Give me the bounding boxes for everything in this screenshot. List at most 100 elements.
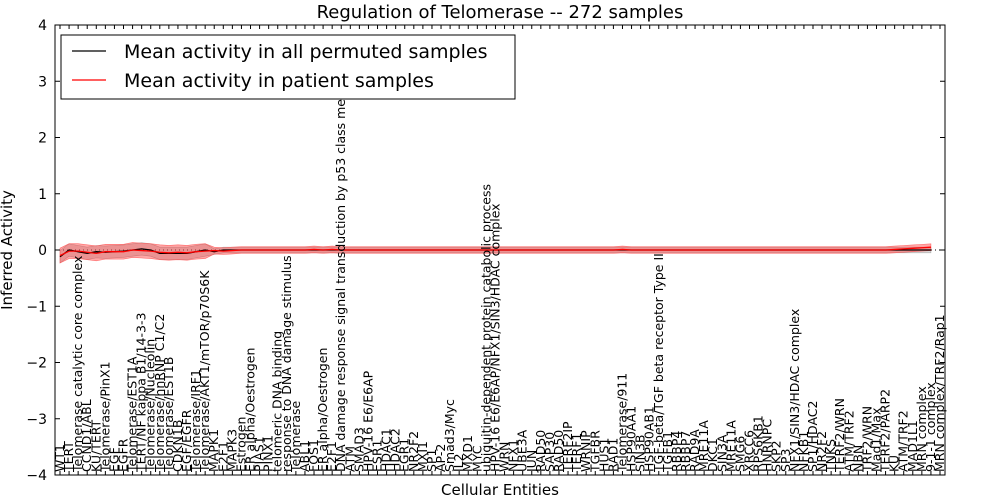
x-category-label: ABL1 <box>297 440 312 472</box>
x-category-label: PINX1 <box>261 435 276 472</box>
x-category-label: TERT <box>61 441 76 473</box>
x-category-label: SIN3B <box>633 435 648 473</box>
y-tick-label: 3 <box>38 74 47 90</box>
x-category-label: TERF2/PARP2 <box>878 389 893 473</box>
x-category-label: HUS1 <box>596 438 611 472</box>
series-band-permuted <box>59 242 932 264</box>
x-category-label: ATM <box>342 446 357 472</box>
x-category-label: SP1 <box>424 449 439 472</box>
x-category-label: HSP90AB1 <box>642 406 657 472</box>
x-category-label: HDAC2 <box>388 428 403 472</box>
x-category-label: SMG6 <box>732 436 747 472</box>
x-category-label: Telomerase/EST1B <box>161 357 176 473</box>
x-category-label: EGR1 <box>397 438 412 472</box>
x-category-label: Telomerase/911 <box>614 373 629 473</box>
x-category-label: ATM/TRF2 <box>841 410 856 472</box>
x-category-label: ER alpha/Oestrogen <box>243 348 258 472</box>
legend-label-permuted: Mean activity in all permuted samples <box>124 41 487 63</box>
x-category-label: NFKB1 <box>796 431 811 472</box>
x-category-label: MAPK1 <box>206 429 221 472</box>
y-tick-label: 0 <box>38 243 47 259</box>
legend-label-patient: Mean activity in patient samples <box>124 70 434 92</box>
x-category-label: CCND1/ABL <box>79 399 94 472</box>
x-category-label: E2F1 <box>215 441 230 472</box>
x-category-label: Telomerase/IRF1 <box>188 369 203 473</box>
x-category-label: HSP90AA1 <box>624 406 639 472</box>
y-tick-label: −4 <box>26 468 47 484</box>
x-category-label: MXD1 <box>460 435 475 472</box>
y-tick-label: −2 <box>26 356 47 372</box>
x-category-label: JUN <box>524 450 539 473</box>
x-category-label: MXI1 <box>415 441 430 472</box>
x-category-label: RPS6KB1 <box>751 415 766 472</box>
x-category-label: DNA damage response signal transduction … <box>333 61 348 472</box>
x-category-label: MRE11A <box>696 420 711 472</box>
x-category-label: response to DNA damage stimulus <box>279 255 294 472</box>
x-category-label: WT1 <box>52 444 67 472</box>
x-category-label: HDAC1 <box>379 428 394 472</box>
legend-frame <box>60 34 516 100</box>
x-category-label: PIAS1 <box>252 436 267 472</box>
x-category-label: IL2 <box>451 453 466 472</box>
x-category-label: SP1/HDAC2 <box>805 401 820 472</box>
x-category-label: HPV-16 E6/E6AP <box>360 370 375 472</box>
y-tick-label: 1 <box>38 187 47 203</box>
x-category-label: Telomerase/hnRNP C1/C2 <box>152 314 167 473</box>
x-category-label: MAPK3 <box>224 429 239 472</box>
x-category-label: Smad3/Myc <box>442 399 457 472</box>
x-category-label: MAD1L1 <box>905 420 920 472</box>
x-category-label: ER alpha/Oestrogen <box>315 348 330 472</box>
y-tick-label: 4 <box>38 18 47 34</box>
x-category-label: TGF-beta/TGF beta receptor Type II <box>651 253 666 473</box>
x-category-label: Telomerase <box>288 400 303 473</box>
x-category-label: TNKS <box>823 439 838 473</box>
x-category-label: EGF <box>106 447 121 472</box>
x-category-label: RAD9A <box>687 429 702 472</box>
x-category-label: SKP2 <box>769 440 784 472</box>
x-category-label: FOS1 <box>306 439 321 472</box>
x-category-label: SIN3A <box>714 434 729 472</box>
x-category-label: Telomerase/AKT1/mTOR/p70S6K <box>197 270 212 473</box>
x-category-label: UBE3A <box>515 429 530 472</box>
x-category-label: WRNIP <box>578 430 593 472</box>
x-category-label: E2F1 <box>324 441 339 472</box>
x-category-label: EGFR <box>116 438 131 472</box>
x-category-label: TERF2IP <box>560 421 575 473</box>
x-category-label: XRCC6 <box>741 430 756 472</box>
x-category-label: ubiquitin-dependent protein catabolic pr… <box>478 184 493 472</box>
x-category-label: MRN complex <box>914 386 929 472</box>
y-axis-label: Inferred Activity <box>0 190 16 310</box>
x-category-label: TERF1 <box>569 433 584 473</box>
x-category-label: NR2F2 <box>406 431 421 472</box>
x-category-label: MRN complex/TRF2/Rap1 <box>932 314 947 472</box>
x-category-label: HNRNPC <box>760 419 775 472</box>
x-category-label: SMAD3 <box>351 427 366 472</box>
x-category-label: telomeric DNA binding <box>270 331 285 472</box>
chart-title: Regulation of Telomerase -- 272 samples <box>317 2 684 23</box>
series-line-patient <box>59 246 931 257</box>
x-category-label: TGFBR <box>587 430 602 473</box>
x-category-label: MYC <box>469 445 484 472</box>
x-category-label: HPV-16 E6/E6AP/NFX1/SIN3/HDAC complex <box>487 203 502 472</box>
x-category-label: Estrogen <box>233 417 248 472</box>
x-category-label: Telomerase/EST1A <box>125 356 140 473</box>
x-category-label: Telomerase/Nucleolin <box>143 339 158 473</box>
legend: Mean activity in all permuted samples Me… <box>60 34 516 100</box>
x-axis-label: Cellular Entities <box>441 481 559 499</box>
x-category-label: TGFB1 <box>660 431 675 473</box>
y-tick-label: −1 <box>26 299 47 315</box>
x-category-label: 9-1-1 complex <box>923 382 938 472</box>
x-category-label: NR2F2 <box>814 431 829 472</box>
x-category-label: NFX1/SIN3/HDAC complex <box>787 309 802 472</box>
x-category-label: TERF2/WRN <box>832 398 847 473</box>
x-category-label: CDKN1B <box>170 420 185 472</box>
x-category-label: EGF/EGFR <box>179 409 194 472</box>
x-category-label: NBN <box>850 445 865 472</box>
x-category-label: TERT/NF kappa B1/14-3-3 <box>134 313 149 473</box>
x-category-label: KU <box>887 455 902 472</box>
x-category-label: ESR1 <box>370 440 385 472</box>
x-category-label: RAD50 <box>551 430 566 472</box>
x-category-label: SAP30 <box>542 432 557 472</box>
x-category-label: TRF2/WRN <box>859 406 874 473</box>
